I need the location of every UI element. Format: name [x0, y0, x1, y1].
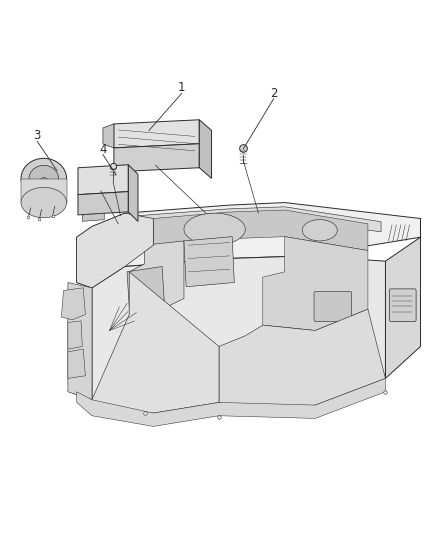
Polygon shape — [68, 349, 85, 378]
Polygon shape — [82, 213, 104, 221]
Polygon shape — [77, 213, 153, 288]
Polygon shape — [21, 179, 67, 203]
Polygon shape — [385, 219, 420, 378]
Polygon shape — [125, 203, 420, 266]
Polygon shape — [114, 120, 199, 148]
Polygon shape — [68, 321, 82, 349]
Polygon shape — [92, 272, 219, 413]
Text: 3: 3 — [34, 130, 41, 142]
FancyBboxPatch shape — [389, 289, 416, 321]
Ellipse shape — [21, 158, 67, 199]
Polygon shape — [92, 256, 385, 400]
Polygon shape — [127, 266, 164, 306]
Polygon shape — [78, 191, 128, 215]
Ellipse shape — [29, 165, 59, 192]
Polygon shape — [61, 288, 85, 320]
Polygon shape — [77, 213, 125, 288]
Polygon shape — [128, 165, 138, 221]
Polygon shape — [68, 282, 92, 400]
Polygon shape — [219, 309, 385, 410]
Text: 1: 1 — [178, 82, 186, 94]
Polygon shape — [199, 120, 212, 179]
Ellipse shape — [184, 213, 245, 245]
Polygon shape — [78, 165, 128, 195]
Polygon shape — [114, 144, 199, 172]
Polygon shape — [103, 124, 114, 148]
Polygon shape — [136, 207, 381, 232]
Polygon shape — [129, 241, 184, 314]
Polygon shape — [77, 378, 385, 426]
Ellipse shape — [302, 220, 337, 241]
Text: 2: 2 — [270, 87, 278, 100]
Polygon shape — [263, 237, 368, 330]
FancyBboxPatch shape — [314, 292, 352, 321]
Ellipse shape — [40, 177, 48, 185]
Text: 4: 4 — [99, 143, 107, 156]
FancyBboxPatch shape — [117, 169, 130, 178]
Polygon shape — [184, 237, 234, 287]
Polygon shape — [153, 210, 368, 251]
Ellipse shape — [21, 188, 67, 217]
